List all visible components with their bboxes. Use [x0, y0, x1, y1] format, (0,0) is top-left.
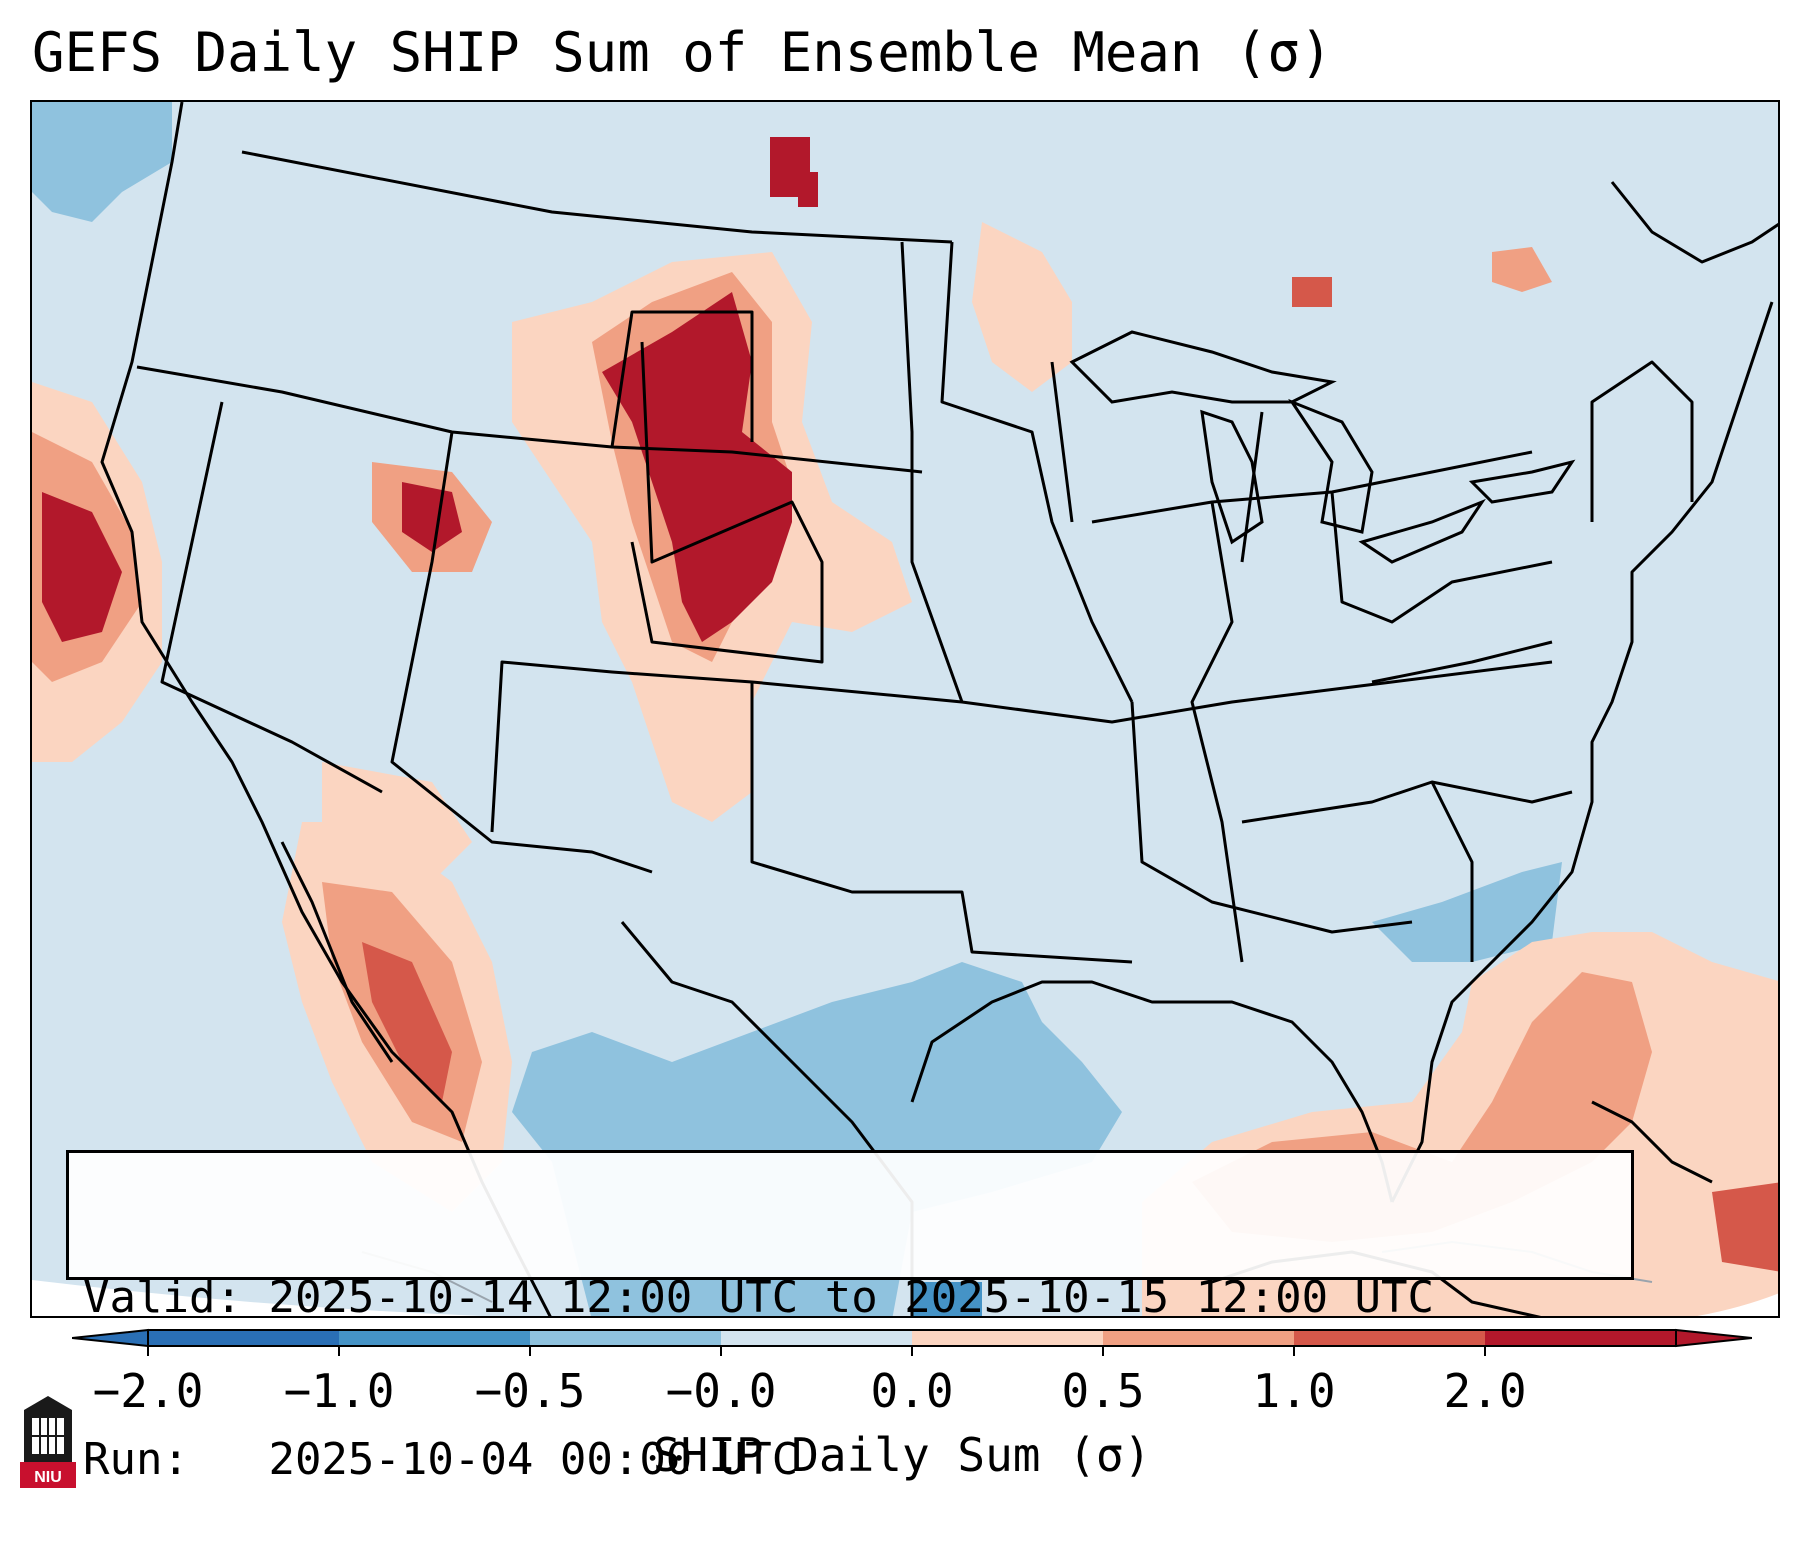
- west-negative-patch: [32, 102, 172, 222]
- colorbar-segment: [1294, 1330, 1485, 1346]
- southwest-positive-patch: [322, 762, 472, 882]
- colorbar: [72, 1328, 1752, 1356]
- colorbar-tick-label: 2.0: [1443, 1364, 1527, 1418]
- valid-value: 2025-10-14 12:00 UTC to 2025-10-15 12:00…: [268, 1272, 1435, 1323]
- map-svg: [32, 102, 1778, 1316]
- colorbar-segment: [912, 1330, 1103, 1346]
- colorbar-segment: [148, 1330, 339, 1346]
- map-panel: [30, 100, 1780, 1318]
- colorbar-segment: [339, 1330, 530, 1346]
- valid-run-info-box: Valid: 2025-10-14 12:00 UTC to 2025-10-1…: [66, 1150, 1634, 1485]
- mexico-high-positive: [362, 942, 452, 1102]
- projection-edge-right: [1697, 1293, 1778, 1316]
- great-lakes: [1069, 330, 1576, 564]
- valid-label: Valid:: [83, 1272, 242, 1323]
- caribbean-positive: [1712, 1182, 1778, 1272]
- plains-high-positive: [602, 292, 792, 642]
- run-row: Run: 2025-10-04 00:00 UTC: [83, 1433, 1617, 1487]
- colorbar-extend-high: [1675, 1328, 1752, 1348]
- run-value: 2025-10-04 00:00 UTC: [268, 1434, 799, 1485]
- valid-row: Valid: 2025-10-14 12:00 UTC to 2025-10-1…: [83, 1271, 1617, 1325]
- colorbar-tick-label: 1.0: [1252, 1364, 1336, 1418]
- niu-logo: NIU: [20, 1396, 76, 1488]
- run-label: Run:: [83, 1434, 189, 1485]
- projection-edge: [32, 1280, 483, 1316]
- colorbar-segment: [530, 1330, 721, 1346]
- california-high-positive: [42, 492, 122, 642]
- great-basin-high-positive: [402, 482, 462, 552]
- colorbar-segment: [1485, 1330, 1676, 1346]
- colorbar-tick-label: 0.0: [870, 1364, 954, 1418]
- carolina-negative: [1372, 862, 1562, 962]
- colorbar-extend-low: [72, 1328, 149, 1348]
- colorbar-tick-label: −2.0: [92, 1364, 204, 1418]
- quebec-positive: [1492, 247, 1552, 292]
- manitoba-high-positive: [770, 137, 818, 207]
- state-boundaries: [136, 150, 1694, 964]
- colorbar-segment: [1103, 1330, 1294, 1346]
- colorbar-tick-label: −1.0: [283, 1364, 395, 1418]
- gulf-strong-negative: [912, 1282, 982, 1316]
- chart-title: GEFS Daily SHIP Sum of Ensemble Mean (σ): [32, 21, 1333, 84]
- colorbar-tick-label: −0.5: [474, 1364, 586, 1418]
- colorbar-segment: [721, 1330, 912, 1346]
- great-lakes-positive: [972, 222, 1072, 392]
- colorbar-tick-label: −0.0: [665, 1364, 777, 1418]
- colorbar-label: SHIP Daily Sum (σ): [652, 1428, 1152, 1482]
- logo-text: NIU: [34, 1469, 62, 1486]
- ontario-positive: [1292, 277, 1332, 307]
- colorbar-segments: [147, 1329, 1677, 1356]
- colorbar-tick-label: 0.5: [1061, 1364, 1145, 1418]
